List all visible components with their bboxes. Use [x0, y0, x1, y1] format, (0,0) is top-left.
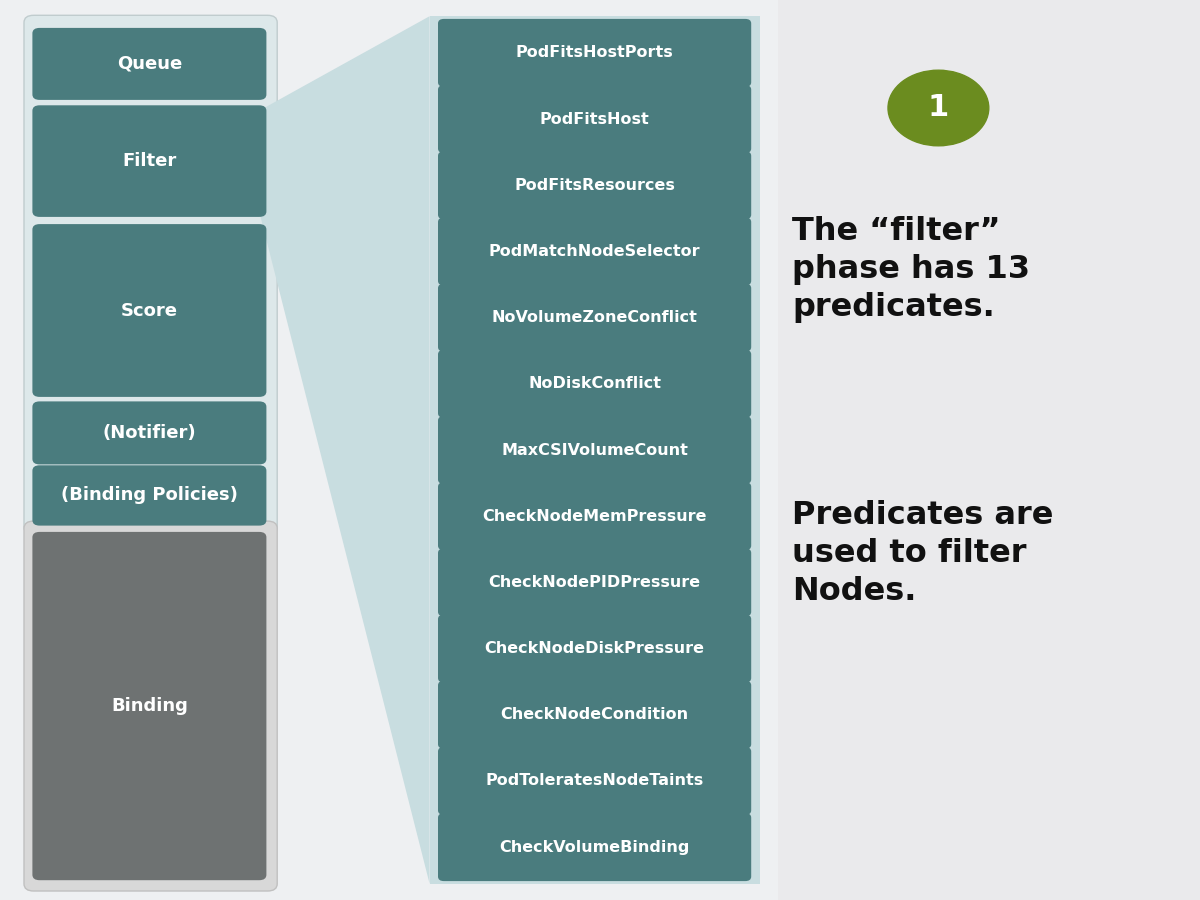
- Text: Filter: Filter: [122, 152, 176, 170]
- Text: PodFitsHost: PodFitsHost: [540, 112, 649, 127]
- Text: NoVolumeZoneConflict: NoVolumeZoneConflict: [492, 310, 697, 325]
- Text: CheckNodePIDPressure: CheckNodePIDPressure: [488, 575, 701, 590]
- Text: CheckNodeCondition: CheckNodeCondition: [500, 707, 689, 722]
- FancyBboxPatch shape: [438, 19, 751, 87]
- FancyBboxPatch shape: [438, 416, 751, 484]
- Text: 1: 1: [928, 94, 949, 122]
- Text: CheckNodeMemPressure: CheckNodeMemPressure: [482, 508, 707, 524]
- FancyBboxPatch shape: [24, 521, 277, 891]
- FancyBboxPatch shape: [438, 813, 751, 881]
- Text: MaxCSIVolumeCount: MaxCSIVolumeCount: [502, 443, 688, 457]
- FancyBboxPatch shape: [438, 284, 751, 352]
- Text: (Notifier): (Notifier): [102, 424, 197, 442]
- FancyBboxPatch shape: [438, 482, 751, 550]
- Text: Queue: Queue: [116, 55, 182, 73]
- FancyBboxPatch shape: [24, 15, 277, 535]
- FancyBboxPatch shape: [32, 105, 266, 217]
- Text: The “filter”
phase has 13
predicates.: The “filter” phase has 13 predicates.: [792, 216, 1030, 323]
- FancyBboxPatch shape: [438, 350, 751, 418]
- Text: Binding: Binding: [110, 697, 188, 715]
- Circle shape: [888, 70, 989, 146]
- FancyBboxPatch shape: [32, 401, 266, 464]
- Text: PodMatchNodeSelector: PodMatchNodeSelector: [488, 244, 701, 259]
- Text: PodToleratesNodeTaints: PodToleratesNodeTaints: [486, 773, 703, 788]
- FancyBboxPatch shape: [778, 0, 1200, 900]
- Polygon shape: [259, 16, 430, 884]
- Text: CheckNodeDiskPressure: CheckNodeDiskPressure: [485, 641, 704, 656]
- Text: PodFitsResources: PodFitsResources: [514, 178, 676, 193]
- Text: NoDiskConflict: NoDiskConflict: [528, 376, 661, 392]
- Text: Score: Score: [121, 302, 178, 319]
- Text: (Binding Policies): (Binding Policies): [61, 486, 238, 504]
- FancyBboxPatch shape: [438, 218, 751, 285]
- FancyBboxPatch shape: [438, 548, 751, 617]
- FancyBboxPatch shape: [438, 151, 751, 220]
- FancyBboxPatch shape: [438, 747, 751, 814]
- FancyBboxPatch shape: [438, 615, 751, 682]
- Text: PodFitsHostPorts: PodFitsHostPorts: [516, 45, 673, 60]
- FancyBboxPatch shape: [32, 224, 266, 397]
- FancyBboxPatch shape: [438, 680, 751, 749]
- FancyBboxPatch shape: [430, 16, 760, 884]
- FancyBboxPatch shape: [32, 28, 266, 100]
- FancyBboxPatch shape: [438, 86, 751, 153]
- Text: Predicates are
used to filter
Nodes.: Predicates are used to filter Nodes.: [792, 500, 1054, 607]
- FancyBboxPatch shape: [32, 532, 266, 880]
- FancyBboxPatch shape: [32, 465, 266, 526]
- Text: CheckVolumeBinding: CheckVolumeBinding: [499, 840, 690, 855]
